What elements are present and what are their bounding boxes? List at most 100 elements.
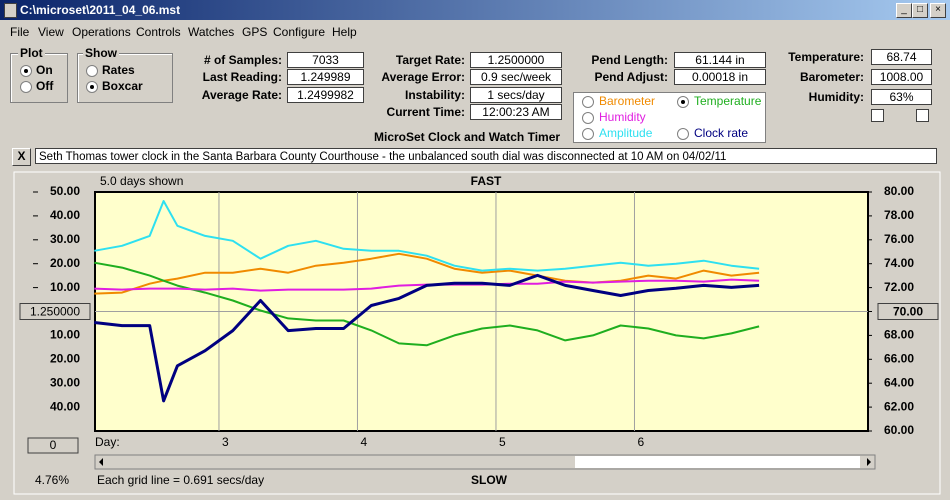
y2-tick-label: 78.00 (884, 208, 914, 222)
radio-label[interactable]: Boxcar (102, 79, 143, 93)
y2-tick-label: 66.00 (884, 351, 914, 365)
slow-label: SLOW (471, 473, 508, 487)
title-bar (0, 0, 950, 20)
legend-item[interactable]: Amplitude (599, 126, 653, 140)
y2-tick-label: 62.00 (884, 399, 914, 413)
legend-item[interactable]: Humidity (599, 110, 646, 124)
radio-button[interactable] (86, 65, 98, 77)
menu-item[interactable]: Help (332, 25, 357, 39)
center-button[interactable] (19, 303, 91, 320)
field-label: Pend Length: (591, 53, 668, 67)
radio-button[interactable] (86, 81, 98, 93)
y-tick-label[interactable]: 1.250000 (30, 305, 80, 319)
legend-radio[interactable] (677, 128, 689, 140)
radio-label[interactable]: On (36, 63, 53, 77)
reset-button-label[interactable]: 0 (50, 438, 57, 452)
y-tick-label: 10.00 (50, 328, 80, 342)
field-label: Average Error: (381, 70, 465, 84)
series-line (94, 278, 760, 292)
group-title: Show (83, 46, 119, 60)
legend-radio[interactable] (582, 96, 594, 108)
field-value: 1.2499982 (287, 87, 364, 103)
note-field[interactable]: Seth Thomas tower clock in the Santa Bar… (35, 148, 937, 164)
radio-button[interactable] (20, 81, 32, 93)
note-close-button[interactable]: X (12, 148, 31, 166)
field-label: Pend Adjust: (594, 70, 668, 84)
menu-item[interactable]: Controls (136, 25, 181, 39)
fast-label: FAST (471, 174, 502, 188)
legend-box (573, 92, 766, 143)
legend-radio[interactable] (582, 112, 594, 124)
radio-label[interactable]: Off (36, 79, 54, 93)
legend-radio[interactable] (677, 96, 689, 108)
y-tick-label: 30.00 (50, 375, 80, 389)
radio-label[interactable]: Rates (102, 63, 135, 77)
field-value: 0.9 sec/week (470, 69, 562, 85)
field-label: Barometer: (799, 70, 864, 84)
legend-item[interactable]: Temperature (694, 94, 762, 108)
y2-tick-label: 72.00 (884, 280, 914, 294)
checkbox[interactable] (871, 109, 884, 122)
y2-button[interactable] (877, 303, 939, 320)
series-line (94, 200, 760, 272)
field-value: 1008.00 (871, 69, 932, 85)
legend-item[interactable]: Clock rate (694, 126, 749, 140)
y-tick-label: 40.00 (50, 208, 80, 222)
field-label: Target Rate: (395, 53, 465, 67)
days-shown: 5.0 days shown (100, 174, 183, 188)
field-value: 1.249989 (287, 69, 364, 85)
field-label: Average Rate: (201, 88, 282, 102)
field-label: Instability: (404, 88, 465, 102)
field-value: 1 secs/day (470, 87, 562, 103)
reset-button[interactable] (27, 437, 79, 454)
menu-item[interactable]: Operations (72, 25, 131, 39)
show-group (77, 53, 173, 103)
zoom-label: 4.76% (35, 473, 69, 487)
menu-item[interactable]: Configure (273, 25, 326, 39)
field-value: 1.2500000 (470, 52, 562, 68)
menu-item[interactable]: Watches (188, 25, 235, 39)
field-label: Last Reading: (202, 70, 282, 84)
field-value: 0.00018 in (674, 69, 766, 85)
field-label: Temperature: (788, 50, 864, 64)
close-button[interactable]: × (930, 3, 946, 18)
checkbox[interactable] (916, 109, 929, 122)
series-line (94, 273, 760, 403)
menu-item[interactable]: View (38, 25, 64, 39)
radio-button[interactable] (20, 65, 32, 77)
legend-radio[interactable] (582, 128, 594, 140)
y2-tick-label: 76.00 (884, 232, 914, 246)
y2-tick-label: 60.00 (884, 423, 914, 437)
x-tick-label: 6 (637, 435, 644, 449)
app-title: MicroSet Clock and Watch Timer (374, 130, 561, 144)
y-tick-label: 20.00 (50, 351, 80, 365)
y-tick-label: 30.00 (50, 232, 80, 246)
group-title: Plot (18, 46, 45, 60)
x-tick-label: 3 (222, 435, 229, 449)
field-value: 7033 (287, 52, 364, 68)
field-label: # of Samples: (203, 53, 282, 67)
minimize-button[interactable]: _ (896, 3, 912, 18)
y2-tick-label: 80.00 (884, 184, 914, 198)
scrollbar-track[interactable] (575, 456, 860, 468)
legend-item[interactable]: Barometer (599, 94, 656, 108)
field-label: Current Time: (386, 105, 465, 119)
field-value: 12:00:23 AM (470, 104, 562, 120)
menu-item[interactable]: File (10, 25, 30, 39)
y2-tick-label[interactable]: 70.00 (893, 305, 923, 319)
y-tick-label: 20.00 (50, 256, 80, 270)
series-line (94, 261, 760, 347)
field-value: 61.144 in (674, 52, 766, 68)
y-tick-label: 50.00 (50, 184, 80, 198)
menu-item[interactable]: GPS (242, 25, 268, 39)
grid-note: Each grid line = 0.691 secs/day (97, 473, 264, 487)
y2-tick-label: 74.00 (884, 256, 914, 270)
y-tick-label: 10.00 (50, 280, 80, 294)
maximize-button[interactable]: □ (912, 3, 928, 18)
field-value: 63% (871, 89, 932, 105)
field-value: 68.74 (871, 49, 932, 65)
series-line (94, 252, 760, 295)
x-tick-label: 5 (499, 435, 506, 449)
